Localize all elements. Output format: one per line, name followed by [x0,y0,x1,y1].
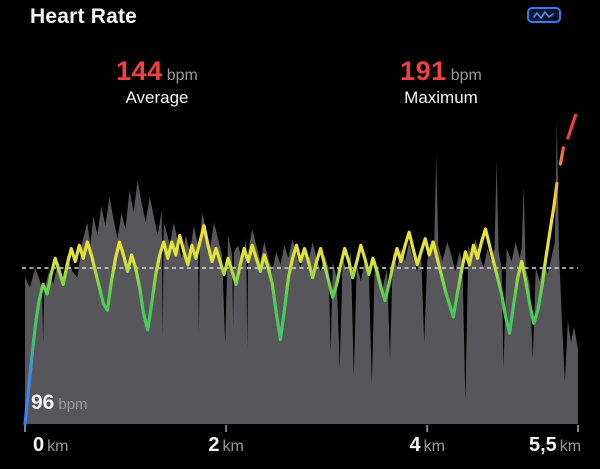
stat-average: 144 bpm Average [57,56,257,108]
heart-rate-line-dash [566,113,578,140]
x-axis-label-value: 4 [409,434,421,456]
x-axis: 0 km 2 km 4 km 5,5 km [0,434,600,460]
maximum-unit: bpm [450,67,482,84]
x-axis-label: 0 km [33,434,68,457]
x-axis-label-unit: km [222,438,244,455]
y-min-unit: bpm [58,396,88,413]
stat-maximum: 191 bpm Maximum [341,56,541,108]
x-axis-label-value: 0 [33,434,45,456]
x-axis-label: 4 km [409,434,444,457]
waveform-icon [533,11,554,19]
x-axis-label: 2 km [208,434,243,457]
average-label: Average [125,88,189,107]
maximum-value: 191 [400,56,447,86]
x-axis-label-unit: km [47,438,69,455]
x-axis-label: 5,5 km [529,434,581,457]
average-unit: bpm [166,67,198,84]
x-axis-label-value: 2 [208,434,220,456]
average-value: 144 [116,56,163,86]
hr-range-band [25,118,578,424]
maximum-label: Maximum [404,88,478,107]
y-min-label: 96 bpm [31,391,88,415]
page-title: Heart Rate [30,5,138,28]
x-axis-label-value: 5,5 [528,434,557,456]
chart-badge-button[interactable] [527,7,561,23]
x-axis-label-unit: km [423,438,445,455]
heart-rate-line-dash [558,146,566,166]
y-min-value: 96 [31,391,55,414]
x-axis-label-unit: km [559,438,582,455]
heart-rate-line [23,181,559,426]
